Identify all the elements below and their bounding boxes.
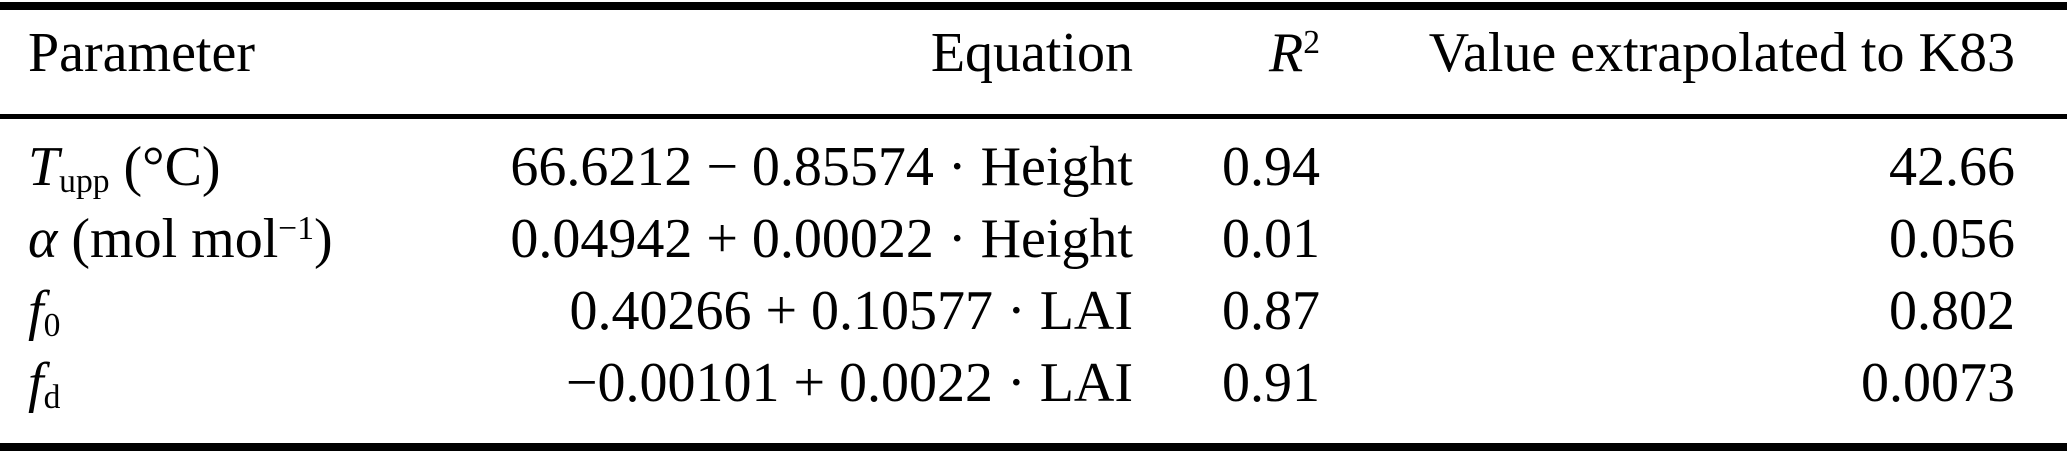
value-cell: 0.0073 — [1320, 351, 2067, 415]
param-symbol: T — [28, 136, 60, 198]
param-unit: (°C) — [109, 136, 221, 198]
header-r2-exponent: 2 — [1303, 23, 1320, 61]
param-unit-exponent: −1 — [278, 209, 315, 247]
param-unit-close: ) — [314, 208, 333, 270]
equation-cell: 0.04942 + 0.00022 · Height — [450, 207, 1133, 271]
column-header-r-squared: R2 — [1133, 21, 1320, 85]
extrapolated-value: 0.0073 — [1861, 352, 2015, 414]
param-cell: f0 — [0, 279, 450, 345]
param-symbol: f — [28, 280, 44, 342]
table-bottom-spacer — [0, 419, 2067, 443]
param-cell: fd — [0, 351, 450, 417]
table-row-f0: f0 0.40266 + 0.10577 · LAI 0.87 0.802 — [0, 275, 2067, 347]
value-cell: 0.802 — [1320, 279, 2067, 343]
param-subscript: 0 — [43, 307, 61, 345]
equation-text: −0.00101 + 0.0022 · LAI — [565, 352, 1133, 414]
param-symbol: f — [28, 352, 44, 414]
equation-text: 0.40266 + 0.10577 · LAI — [569, 280, 1133, 342]
table-header-row: Parameter Equation R2 Value extrapolated… — [0, 10, 2067, 114]
value-cell: 42.66 — [1320, 135, 2067, 199]
extrapolated-value: 42.66 — [1889, 136, 2015, 198]
table-row-tupp: Tupp (°C) 66.6212 − 0.85574 · Height 0.9… — [0, 131, 2067, 203]
table-top-rule — [0, 2, 2067, 10]
param-symbol: α — [28, 208, 58, 270]
extrapolated-value: 0.056 — [1889, 208, 2015, 270]
r2-cell: 0.91 — [1133, 351, 1320, 415]
table-row-fd: fd −0.00101 + 0.0022 · LAI 0.91 0.0073 — [0, 347, 2067, 419]
header-r2-symbol: R — [1268, 22, 1304, 84]
table-header-separator-rule — [0, 114, 2067, 119]
column-header-parameter: Parameter — [0, 21, 450, 85]
param-subscript: upp — [59, 163, 110, 201]
column-header-equation: Equation — [450, 21, 1133, 85]
r2-value: 0.01 — [1222, 208, 1320, 270]
extrapolated-value: 0.802 — [1889, 280, 2015, 342]
header-equation-label: Equation — [930, 22, 1133, 84]
equation-cell: −0.00101 + 0.0022 · LAI — [450, 351, 1133, 415]
equation-cell: 0.40266 + 0.10577 · LAI — [450, 279, 1133, 343]
r2-cell: 0.01 — [1133, 207, 1320, 271]
param-cell: Tupp (°C) — [0, 135, 450, 201]
column-header-value-extrapolated: Value extrapolated to K83 — [1320, 21, 2067, 85]
equation-cell: 66.6212 − 0.85574 · Height — [450, 135, 1133, 199]
table-bottom-rule — [0, 443, 2067, 451]
r2-value: 0.94 — [1222, 136, 1320, 198]
header-parameter-label: Parameter — [28, 22, 255, 84]
r2-value: 0.91 — [1222, 352, 1320, 414]
r2-cell: 0.87 — [1133, 279, 1320, 343]
equation-text: 66.6212 − 0.85574 · Height — [510, 136, 1133, 198]
param-cell: α (mol mol−1) — [0, 207, 450, 271]
r2-value: 0.87 — [1222, 280, 1320, 342]
r2-cell: 0.94 — [1133, 135, 1320, 199]
param-unit: (mol mol — [57, 208, 279, 270]
equation-text: 0.04942 + 0.00022 · Height — [510, 208, 1133, 270]
header-value-label: Value extrapolated to K83 — [1428, 22, 2015, 84]
table-row-alpha: α (mol mol−1) 0.04942 + 0.00022 · Height… — [0, 203, 2067, 275]
param-subscript: d — [43, 379, 61, 417]
value-cell: 0.056 — [1320, 207, 2067, 271]
table-body: Tupp (°C) 66.6212 − 0.85574 · Height 0.9… — [0, 119, 2067, 419]
